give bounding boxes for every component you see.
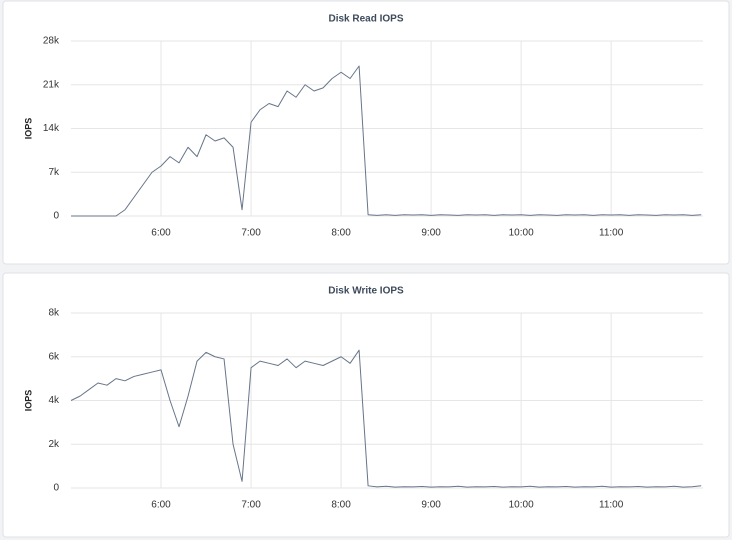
y-tick-label: 6k [48, 351, 60, 362]
y-tick-label: 21k [43, 79, 60, 90]
y-tick-label: 28k [43, 36, 60, 47]
x-tick-label: 7:00 [241, 500, 261, 511]
x-tick-label: 8:00 [331, 500, 351, 511]
x-tick-label: 11:00 [599, 500, 624, 511]
data-line [70, 349, 702, 488]
x-tick-label: 6:00 [151, 500, 171, 511]
y-axis-label: IOPS [23, 390, 33, 412]
y-tick-label: 0 [53, 211, 59, 222]
chart-title: Disk Read IOPS [328, 14, 403, 25]
x-tick-label: 9:00 [421, 500, 441, 511]
y-tick-label: 14k [43, 123, 60, 134]
x-tick-label: 10:00 [509, 500, 534, 511]
x-tick-label: 9:00 [421, 228, 441, 239]
y-axis-label: IOPS [23, 118, 33, 140]
x-tick-label: 7:00 [241, 228, 261, 239]
chart-title: Disk Write IOPS [328, 286, 404, 297]
panel [2, 272, 730, 538]
x-tick-label: 10:00 [509, 228, 534, 239]
y-tick-label: 2k [48, 439, 60, 450]
y-tick-label: 7k [48, 167, 60, 178]
x-tick-label: 8:00 [331, 228, 351, 239]
data-line [71, 65, 702, 217]
y-tick-label: 4k [48, 395, 60, 406]
y-tick-label: 8k [48, 308, 60, 319]
x-tick-label: 6:00 [151, 228, 171, 239]
y-tick-label: 0 [53, 483, 59, 494]
panel [2, 0, 730, 265]
x-tick-label: 11:00 [599, 228, 624, 239]
